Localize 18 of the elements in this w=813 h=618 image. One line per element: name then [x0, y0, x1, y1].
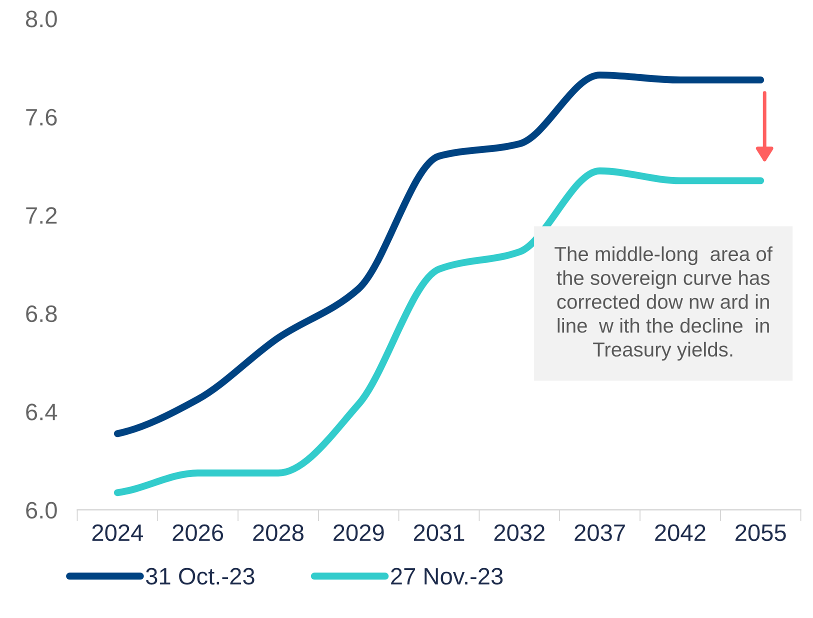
x-tick-label: 2026	[172, 524, 224, 542]
y-tick-label: 6.4	[26, 404, 58, 420]
y-tick-label: 7.6	[26, 108, 57, 126]
y-tick-label: 8.0	[26, 10, 57, 28]
x-tick-label: 2042	[655, 524, 706, 542]
annotation: The middle-long area of the sovereign curve has corrected dow nw ard in line w ith the decline in Treasury yields.	[554, 246, 773, 361]
y-tick-label: 7.2	[26, 207, 57, 224]
legend-label: 27 Nov.-23	[391, 568, 503, 585]
y-tick-label: 6.8	[26, 305, 57, 322]
x-tick-label: 2028	[253, 524, 304, 542]
legend-label: 31 Oct.-23	[146, 568, 254, 585]
x-tick-label: 2029	[334, 524, 384, 542]
y-tick-label: 6.0	[26, 502, 57, 519]
x-tick-label: 2055	[736, 524, 786, 542]
x-tick-label: 2032	[494, 524, 544, 542]
x-tick-label: 2037	[574, 524, 625, 542]
x-tick-label: 2031	[414, 524, 464, 542]
x-tick-label: 2024	[92, 524, 144, 542]
